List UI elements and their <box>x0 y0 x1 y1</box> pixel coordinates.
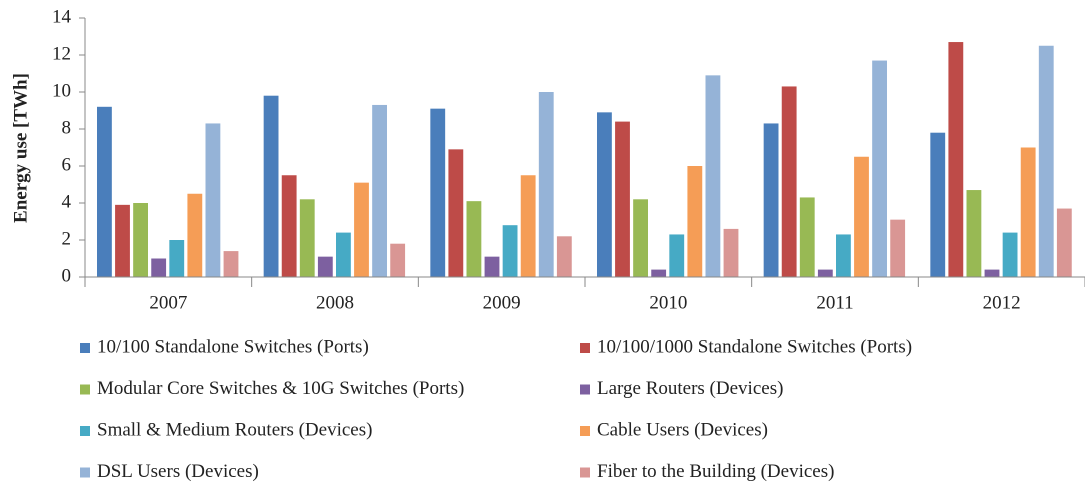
x-tick-label: 2009 <box>483 292 521 313</box>
legend-swatch <box>580 384 590 395</box>
bar <box>836 234 851 277</box>
legend-swatch <box>80 467 90 478</box>
bar <box>1056 208 1072 277</box>
bar <box>781 86 797 277</box>
bar <box>223 251 239 277</box>
bar <box>854 156 869 277</box>
bar <box>263 95 279 277</box>
bar <box>615 121 630 277</box>
legend-swatch <box>580 467 590 478</box>
bar <box>151 258 167 277</box>
bar <box>448 149 464 277</box>
bar <box>763 123 779 277</box>
bar <box>817 269 833 277</box>
legend-swatch <box>80 343 90 353</box>
bar <box>169 240 185 277</box>
bar <box>930 132 946 277</box>
y-tick-label: 14 <box>52 6 72 27</box>
bar <box>336 232 351 277</box>
bar <box>538 92 554 277</box>
bar <box>430 108 446 278</box>
legend-swatch <box>80 384 90 395</box>
bar <box>299 199 315 277</box>
bar <box>890 219 906 277</box>
bar <box>187 193 203 277</box>
bar <box>115 204 130 277</box>
bar <box>669 234 685 277</box>
bar <box>948 42 964 277</box>
x-tick-label: 2008 <box>316 292 354 313</box>
bar <box>97 106 112 277</box>
bar <box>205 123 221 277</box>
legend-swatch <box>580 426 590 436</box>
bar <box>502 225 518 277</box>
bar <box>597 112 612 277</box>
bar <box>354 182 369 277</box>
bar <box>556 236 572 277</box>
legend-label: Small & Medium Routers (Devices) <box>97 419 372 440</box>
legend-label: 10/100/1000 Standalone Switches (Ports) <box>597 336 912 357</box>
bar <box>723 228 739 277</box>
bar <box>633 199 648 277</box>
legend-swatch <box>80 426 90 436</box>
y-tick-label: 12 <box>52 43 71 64</box>
bar <box>966 190 982 277</box>
bar <box>651 269 667 277</box>
y-tick-label: 0 <box>62 265 72 286</box>
bar <box>133 203 148 277</box>
y-axis-label: Energy use [TWh] <box>10 73 31 223</box>
bar <box>466 201 482 277</box>
legend-swatch <box>580 343 590 353</box>
y-tick-label: 6 <box>62 154 72 175</box>
x-tick-label: 2012 <box>983 292 1021 313</box>
legend-label: Large Routers (Devices) <box>597 378 783 399</box>
y-tick-label: 2 <box>62 228 72 249</box>
bar <box>390 243 406 277</box>
y-tick-label: 4 <box>62 191 72 212</box>
bar <box>872 60 887 277</box>
y-tick-label: 10 <box>52 80 71 101</box>
x-tick-label: 2007 <box>149 292 187 313</box>
legend-label: Cable Users (Devices) <box>597 419 768 440</box>
bar <box>1002 232 1018 277</box>
bar <box>317 256 333 277</box>
bar <box>705 75 721 277</box>
bar <box>799 197 815 277</box>
legend-label: Modular Core Switches & 10G Switches (Po… <box>97 378 464 399</box>
x-tick-label: 2010 <box>649 292 687 313</box>
bar <box>984 269 1000 277</box>
bar <box>687 166 703 277</box>
legend-label: DSL Users (Devices) <box>97 461 259 482</box>
bar <box>484 256 500 277</box>
bar <box>520 175 536 277</box>
legend-label: 10/100 Standalone Switches (Ports) <box>97 336 369 357</box>
bar <box>281 175 297 277</box>
y-tick-label: 8 <box>62 117 72 138</box>
bar <box>1020 147 1036 277</box>
x-tick-label: 2011 <box>816 292 853 313</box>
bar <box>1038 45 1054 277</box>
bar <box>372 104 387 277</box>
legend-label: Fiber to the Building (Devices) <box>597 461 834 482</box>
